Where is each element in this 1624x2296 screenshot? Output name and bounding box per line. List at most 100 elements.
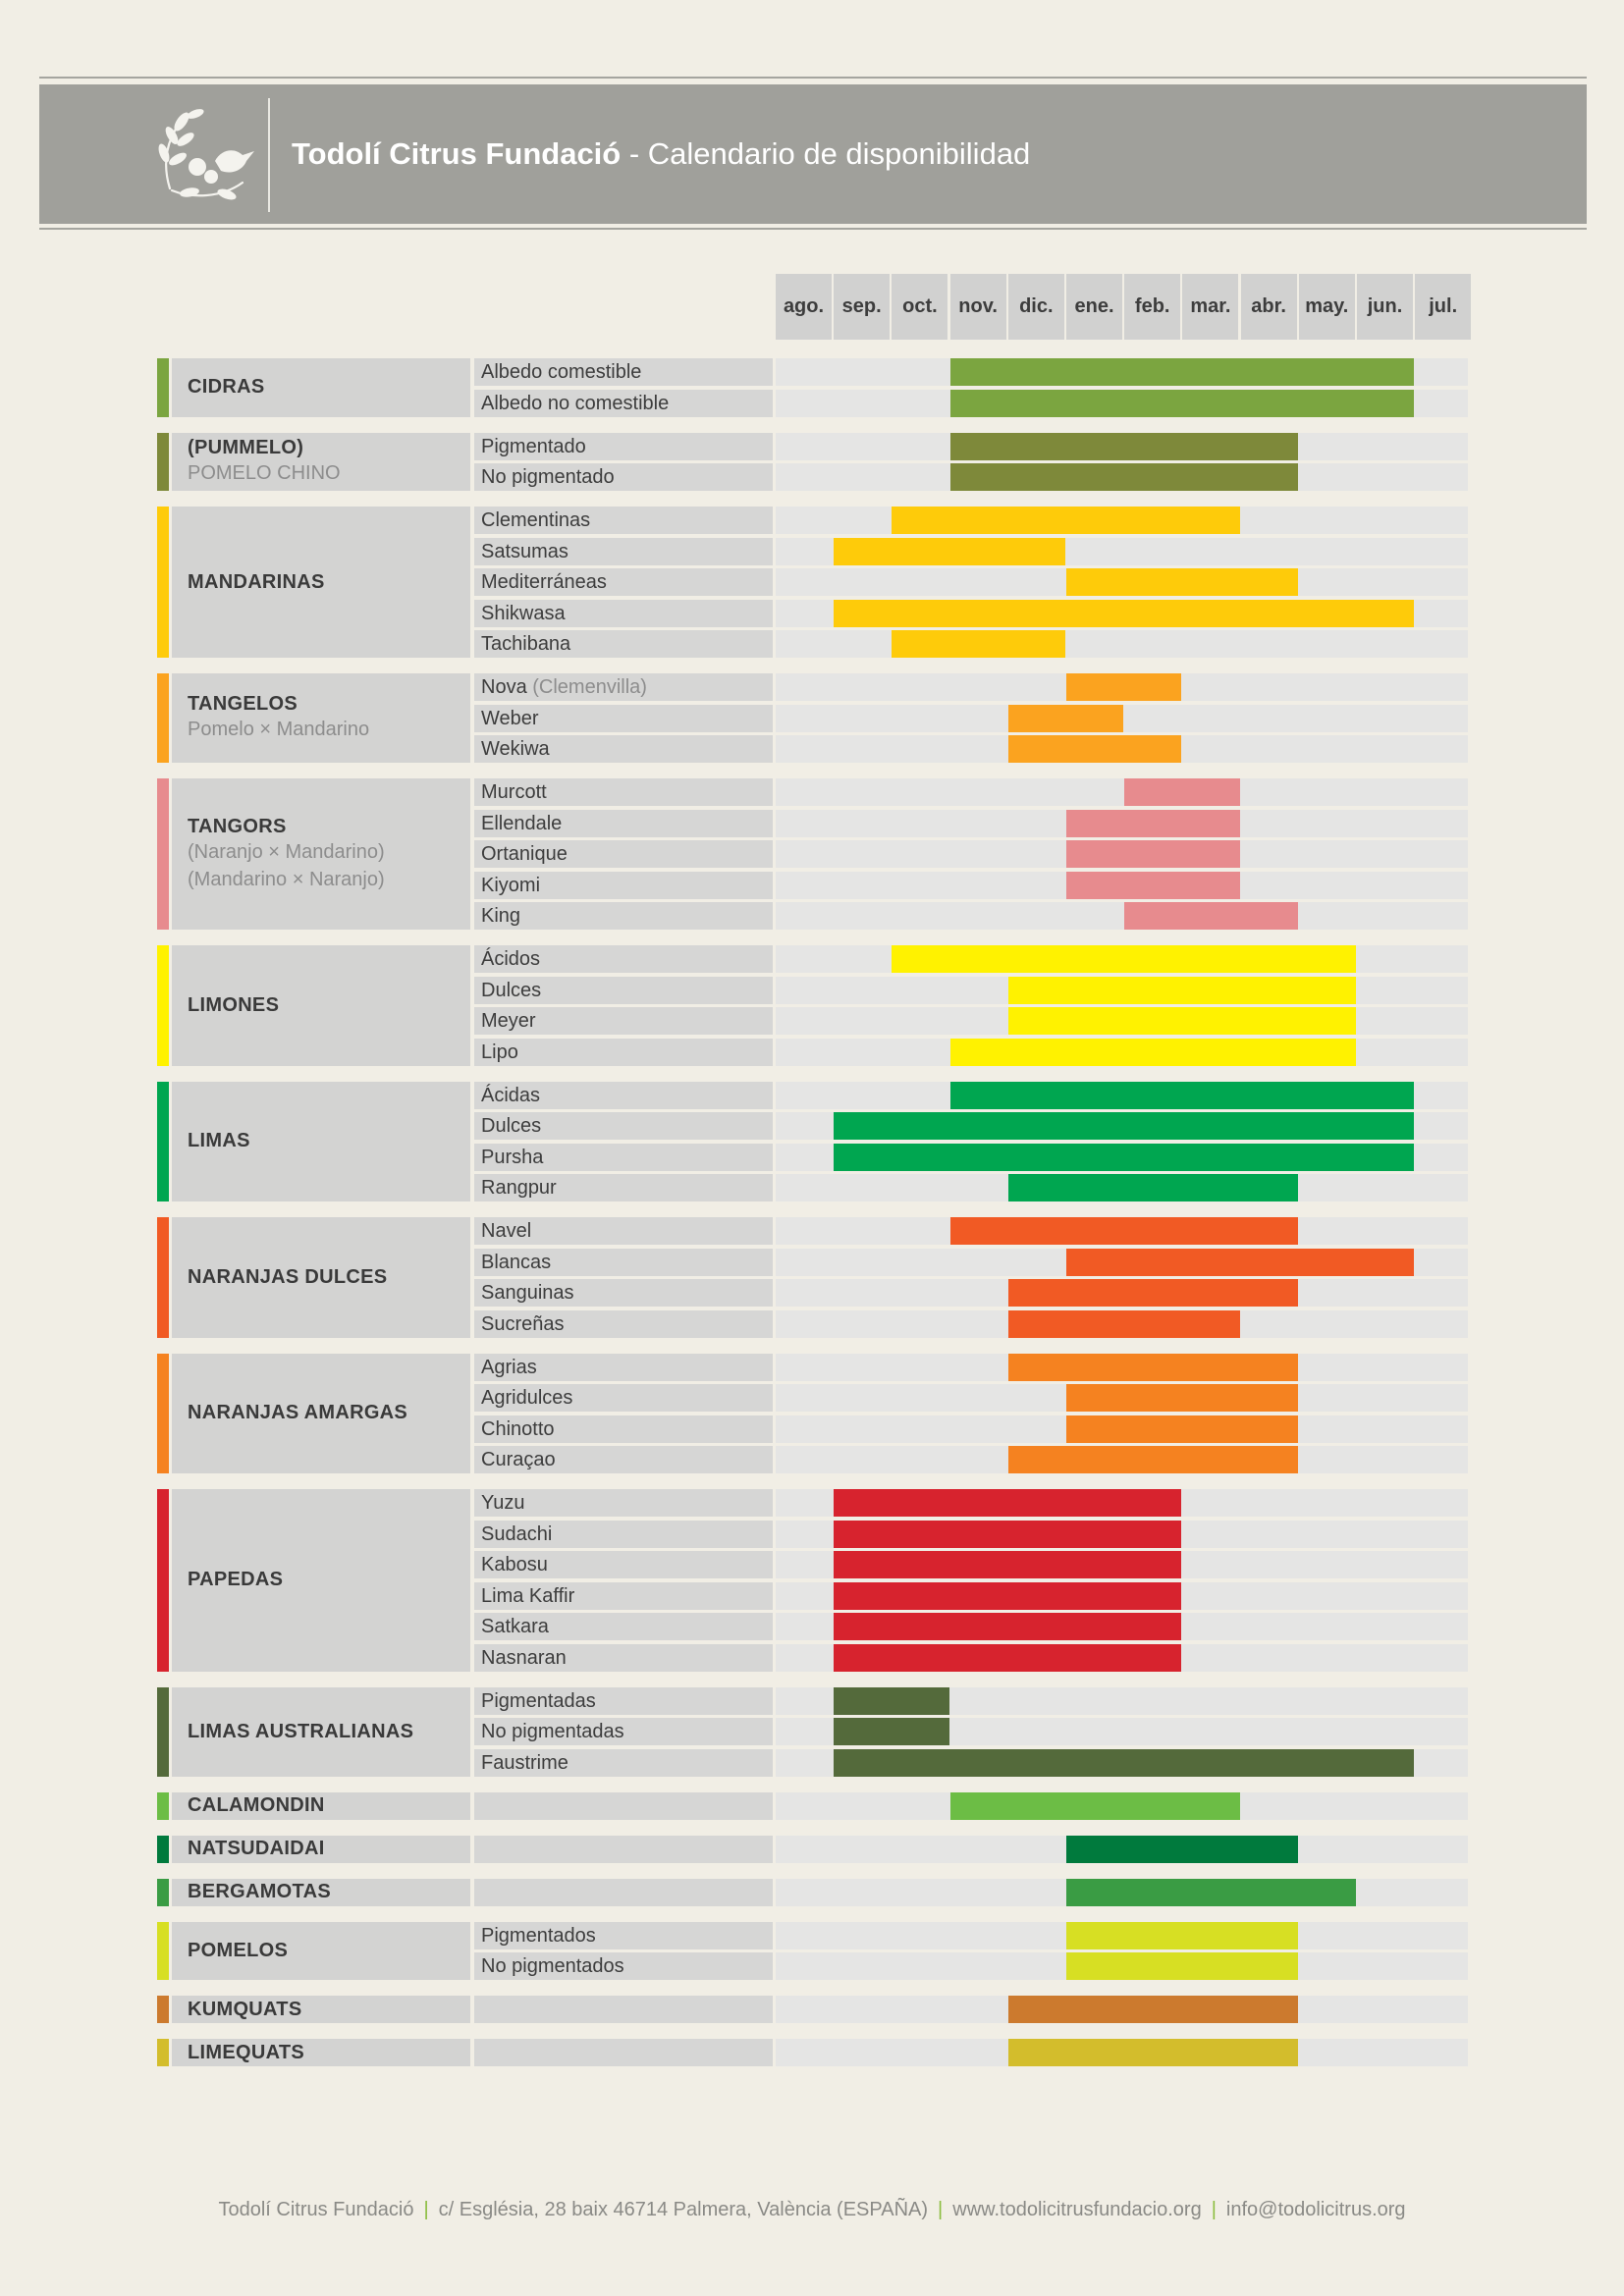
group-color-marker: [157, 2039, 169, 2066]
footer-separator: |: [1211, 2199, 1217, 2220]
group-label-box: LIMAS: [172, 1081, 470, 1201]
availability-bar: [834, 1613, 1182, 1640]
availability-bar: [1066, 1384, 1298, 1412]
citrus-branch-logo-icon: [158, 109, 254, 200]
availability-bar: [1066, 1415, 1298, 1443]
footer-separator: |: [423, 2199, 429, 2220]
availability-bar: [1066, 1921, 1298, 1949]
group-color-marker: [157, 1921, 169, 1980]
footer-org: Todolí Citrus Fundació: [218, 2199, 414, 2220]
variety-label: Dulces: [481, 979, 542, 1001]
variety-label: Sanguinas: [481, 1282, 574, 1304]
group-color-marker: [157, 358, 169, 417]
variety-label-box: [474, 1921, 773, 1949]
availability-bar: [1066, 568, 1298, 596]
footer-website-link[interactable]: www.todolicitrusfundacio.org: [952, 2199, 1202, 2220]
availability-bar: [834, 1143, 1415, 1171]
footer: Todolí Citrus Fundació | c/ Església, 28 b…: [0, 2199, 1624, 2221]
group-color-marker: [157, 432, 169, 491]
variety-label: Weber: [481, 707, 539, 729]
variety-label-box: [474, 1007, 773, 1035]
variety-label-box: [474, 735, 773, 763]
variety-label: Pigmentados: [481, 1924, 596, 1947]
availability-bar: [1007, 976, 1356, 1004]
variety-label: Albedo no comestible: [481, 392, 670, 414]
variety-label: Albedo comestible: [481, 361, 642, 383]
group-color-marker: [157, 507, 169, 658]
variety-label-box: [474, 976, 773, 1004]
variety-label-box: [474, 432, 773, 460]
availability-bar: [1007, 1353, 1298, 1381]
availability-bar: [834, 1112, 1415, 1140]
availability-bar: [949, 432, 1298, 460]
group-label-box: LIMEQUATS: [172, 2039, 470, 2066]
variety-label-box: [474, 704, 773, 732]
group-name: TANGELOS: [188, 693, 298, 715]
group-color-marker: [157, 1353, 169, 1473]
variety-label: Murcott: [481, 781, 547, 803]
footer-email-link[interactable]: info@todolicitrus.org: [1225, 2199, 1406, 2220]
group-name: KUMQUATS: [188, 1998, 302, 2020]
footer-address: c/ Església, 28 baix 46714 Palmera, Valè…: [438, 2199, 929, 2220]
availability-bar: [834, 599, 1415, 627]
group-name: CIDRAS: [188, 376, 265, 399]
availability-bar: [1124, 778, 1240, 806]
availability-bar: [949, 358, 1415, 386]
variety-label-box: [474, 809, 773, 837]
variety-label-box: [474, 1038, 773, 1066]
availability-bar: [834, 1489, 1182, 1517]
variety-label-box: [474, 1718, 773, 1745]
availability-bar: [834, 1520, 1182, 1548]
variety-label-box: [474, 902, 773, 930]
availability-bar: [1124, 902, 1298, 930]
variety-label: Ácidos: [481, 948, 541, 970]
group-color-marker: [157, 1081, 169, 1201]
group-color-marker: [157, 778, 169, 930]
variety-label-box: [474, 507, 773, 534]
variety-label: Curaçao: [481, 1449, 556, 1470]
group-name: BERGAMOTAS: [188, 1881, 331, 1902]
variety-label-box: [474, 1878, 773, 1906]
page-subtitle: Calendario de disponibilidad: [647, 136, 1031, 171]
group-name: POMELOS: [188, 1939, 289, 1961]
availability-bar: [1066, 1248, 1415, 1276]
group-name: LIMAS: [188, 1130, 250, 1152]
variety-label-box: [474, 1835, 773, 1863]
group-name: NATSUDAIDAI: [188, 1838, 325, 1859]
header-banner: Todolí Citrus Fundació - Calendario de d…: [39, 84, 1587, 224]
variety-label-box: [474, 1353, 773, 1381]
variety-label-box: [474, 2039, 773, 2066]
variety-label: Agridulces: [481, 1387, 573, 1409]
variety-label: Nova (Clemenvilla): [481, 676, 647, 698]
availability-bar: [1066, 1952, 1298, 1980]
variety-label-box: [474, 463, 773, 491]
header-bottom-rule: [39, 228, 1587, 230]
variety-label-box: [474, 1143, 773, 1171]
variety-label: Ácidas: [481, 1084, 541, 1106]
variety-label-box: [474, 778, 773, 806]
availability-bar: [949, 389, 1415, 417]
month-label: sep.: [834, 274, 891, 340]
group-label-box: (PUMMELO) POMELO CHINO: [172, 432, 470, 491]
month-label: ene.: [1066, 274, 1122, 340]
availability-bar: [834, 537, 1065, 565]
variety-label-box: [474, 1996, 773, 2023]
group-color-marker: [157, 1835, 169, 1863]
availability-bar: [1007, 1174, 1298, 1201]
group-name: LIMONES: [188, 993, 280, 1016]
group-color-marker: [157, 673, 169, 763]
group-color-marker: [157, 945, 169, 1066]
month-label: jul.: [1415, 274, 1472, 340]
variety-label-box: [474, 871, 773, 899]
availability-bar: [1007, 1309, 1240, 1338]
group-subtitle: (Naranjo × Mandarino): [188, 840, 385, 863]
variety-label: Clementinas: [481, 509, 591, 531]
availability-bar: [834, 1748, 1415, 1777]
org-name: Todolí Citrus Fundació: [292, 136, 622, 171]
group-label-box: BERGAMOTAS: [172, 1878, 470, 1906]
availability-bar: [949, 1217, 1298, 1245]
availability-bar: [1007, 735, 1182, 763]
variety-label: Chinotto: [481, 1417, 555, 1440]
group-label-box: TANGORS (Naranjo × Mandarino) (Mandarino ×…: [172, 778, 470, 930]
group-name: LIMEQUATS: [188, 2041, 304, 2063]
